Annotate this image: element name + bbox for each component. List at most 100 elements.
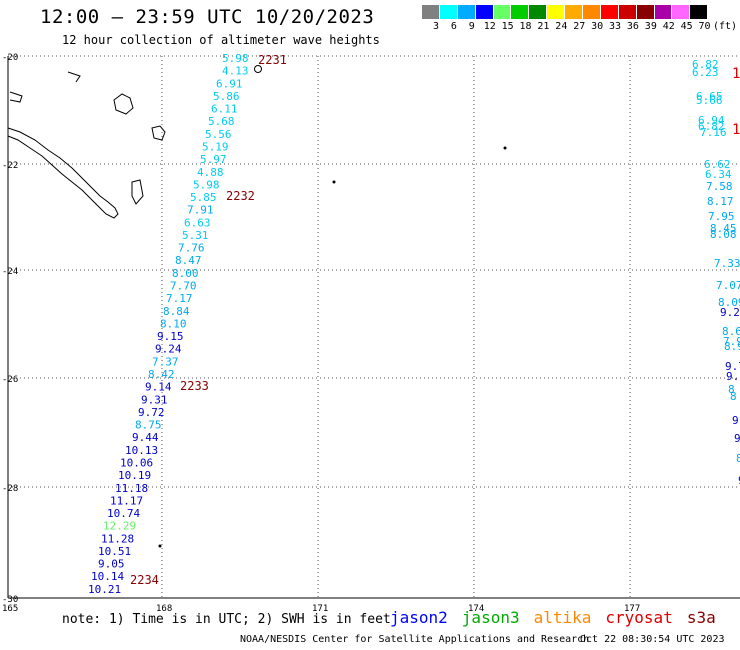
loyalty-island-1 (113, 93, 134, 115)
swh-value: 6.82 (698, 120, 725, 133)
swh-value: 10.14 (91, 570, 124, 583)
legend-label: 33 (609, 21, 622, 32)
legend-label: 15 (501, 21, 514, 32)
satellite-legend: jason2 jason3 altika cryosat s3a (390, 608, 730, 627)
swh-value: 11.18 (115, 482, 148, 495)
swh-value: 5.98 (193, 178, 220, 191)
lon-label: 177 (624, 604, 640, 614)
swh-value: 9 (734, 432, 740, 445)
legend-swatch (529, 5, 548, 19)
swh-value: 8 (728, 383, 735, 396)
swh-value: 8.45 (710, 222, 737, 235)
legend-swatch (690, 5, 709, 19)
island-dot (332, 180, 336, 184)
swh-value: 4.13 (222, 65, 249, 78)
legend-swatch (583, 5, 601, 19)
footer-note: note: 1) Time is in UTC; 2) SWH is in fe… (62, 612, 391, 627)
swh-value: 8.6 (722, 325, 740, 338)
legend-label: 6 (450, 21, 457, 32)
swh-value: 5.31 (182, 229, 209, 242)
swh-value: 6.82 (692, 58, 719, 71)
swh-value: 4.88 (197, 166, 224, 179)
swh-value: 9 (732, 414, 739, 427)
legend-unit: (ft) (713, 21, 738, 32)
swh-value: 8.10 (160, 317, 187, 330)
pass-id-label: 2233 (180, 379, 209, 393)
legend-label: 42 (662, 21, 675, 32)
swh-value: 7.16 (700, 126, 727, 139)
swh-value: 9.15 (157, 330, 184, 343)
swh-value: 8.75 (135, 419, 162, 432)
swh-value: 6.62 (704, 158, 731, 171)
swh-value: 8.84 (163, 305, 190, 318)
legend-label: 18 (519, 21, 532, 32)
swh-value: 7.9 (723, 335, 740, 348)
legend-swatch (439, 5, 458, 19)
swh-value: 11.17 (110, 494, 143, 507)
swh-value: 9.3 (726, 370, 740, 383)
legend-label: 24 (555, 21, 568, 32)
swh-value: 9.44 (132, 431, 159, 444)
swh-value: 5.19 (202, 140, 229, 153)
swh-value: 10.19 (118, 469, 151, 482)
loyalty-island-2 (151, 125, 166, 141)
swh-value: 5.66 (696, 94, 723, 107)
lat-label: -26 (2, 375, 18, 385)
swh-value: 7.07 (716, 279, 740, 292)
legend-swatch (672, 5, 691, 19)
legend-swatch (654, 5, 673, 19)
legend-swatch (547, 5, 566, 19)
legend-label: 21 (537, 21, 550, 32)
credit-line: NOAA/NESDIS Center for Satellite Applica… (240, 634, 590, 645)
swh-value: 9.24 (155, 343, 182, 356)
loyalty-island-3 (131, 179, 144, 205)
legend-swatch (618, 5, 637, 19)
swh-value: 6.63 (184, 216, 211, 229)
coastline (7, 71, 166, 219)
lon-label: 168 (156, 604, 172, 614)
right-track-values: 6.826.236.655.666.946.827.166.626.347.58… (692, 58, 740, 487)
generated-timestamp: Oct 22 08:30:54 UTC 2023 (580, 634, 725, 645)
lat-label: -28 (2, 484, 18, 494)
lon-label: 174 (468, 604, 484, 614)
legend-label: 36 (626, 21, 639, 32)
swh-value: 11.28 (101, 532, 134, 545)
legend-swatch (636, 5, 655, 19)
pass-id-label: 1 (732, 66, 740, 82)
swh-value: 8.47 (175, 254, 202, 267)
lat-label: -20 (2, 53, 18, 63)
island-dot (158, 544, 162, 548)
swh-value: 5.86 (213, 90, 240, 103)
map-grid (7, 55, 740, 599)
swh-value: 5.85 (190, 191, 217, 204)
swh-value: 8.9 (724, 340, 740, 353)
swh-value: 10.13 (125, 444, 158, 457)
swh-value: 8.09 (718, 296, 740, 309)
swh-value: 10.21 (88, 583, 121, 596)
swh-value: 9.7 (725, 360, 740, 373)
pass-id-label: 1 (732, 122, 740, 138)
swh-value: 5.97 (200, 153, 227, 166)
swh-value: 7.91 (187, 204, 214, 217)
swh-value: 9.05 (98, 558, 125, 571)
swh-value: 5.56 (205, 128, 232, 141)
swh-value: 7.70 (170, 280, 197, 293)
swh-value: 9.14 (145, 381, 172, 394)
swh-value: 8.17 (707, 195, 734, 208)
swh-value: 6.94 (698, 114, 725, 127)
map-subtitle: 12 hour collection of altimeter wave hei… (62, 33, 380, 47)
lat-label: -24 (2, 267, 18, 277)
swh-value: 8.42 (148, 368, 175, 381)
pass-id-label: 2234 (130, 573, 159, 587)
swh-value: 12.29 (103, 520, 136, 533)
swh-value: 9.31 (141, 393, 168, 406)
legend-label: 9 (468, 21, 475, 32)
satellite-s3a: s3a (686, 608, 716, 627)
legend-label: 39 (644, 21, 657, 32)
swh-value: 7.58 (706, 180, 733, 193)
legend-label: 3 (433, 21, 440, 32)
swh-value: 7.37 (152, 355, 179, 368)
islet-north (9, 91, 23, 103)
